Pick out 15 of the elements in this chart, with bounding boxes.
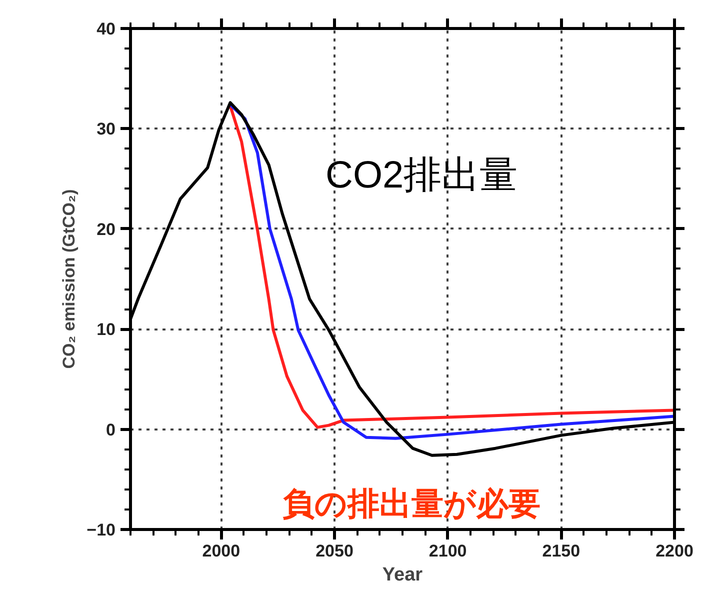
annotation: 負の排出量が必要 [282, 486, 540, 522]
x-tick-label: 2050 [316, 542, 354, 560]
x-tick-label: 2150 [542, 542, 580, 560]
x-tick-label: 2100 [428, 542, 467, 560]
y-tick-label: 0 [106, 420, 116, 440]
y-tick-label: 30 [96, 120, 116, 139]
x-tick-label: 2000 [202, 542, 240, 560]
annotation: CO2排出量 [326, 154, 518, 196]
y-tick-label: 10 [96, 320, 116, 340]
y-tick-label: −10 [86, 520, 116, 540]
y-tick-label: 40 [96, 20, 116, 38]
x-axis-title: Year [382, 564, 424, 586]
y-axis-title: CO₂ emission (GtCO₂) [60, 189, 79, 369]
x-tick-label: 2200 [656, 542, 694, 560]
y-tick-label: 20 [96, 220, 116, 239]
